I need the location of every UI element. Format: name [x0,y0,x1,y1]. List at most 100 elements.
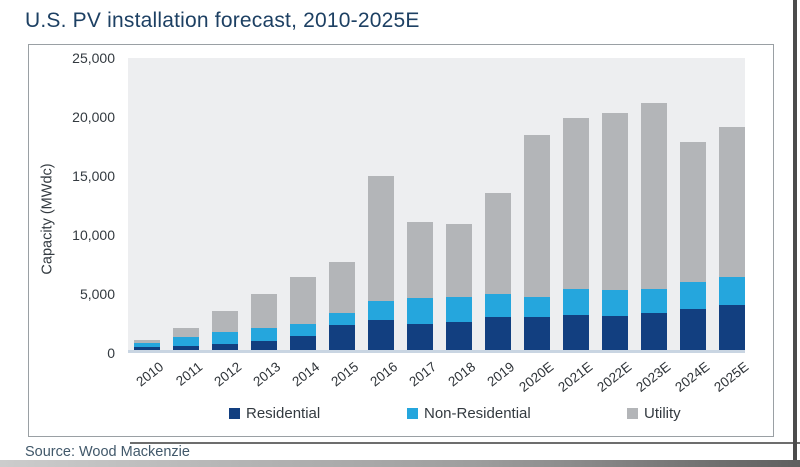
x-tick-label-2025E: 2025E [711,359,752,395]
bar-2022E [602,113,628,350]
bar-2015 [329,262,355,350]
bar-segment-2010-residential [134,347,160,350]
bar-segment-2011-utility [173,327,199,338]
bar-segment-2019-utility [485,192,511,294]
bar-segment-2013-utility [251,293,277,328]
bar-segment-2018-utility [446,223,472,298]
bar-segment-2018-non-residential [446,297,472,322]
bar-segment-2023E-utility [641,102,667,290]
bar-segment-2012-utility [212,310,238,332]
right-edge-border [793,0,797,467]
bar-segment-2015-non-residential [329,312,355,326]
bar-segment-2013-residential [251,340,277,350]
bar-segment-2022E-utility [602,113,628,291]
bar-segment-2020E-non-residential [524,296,550,317]
bar-segment-2025E-non-residential [719,276,745,306]
bar-segment-2017-residential [407,323,433,350]
legend-label: Non-Residential [424,405,531,422]
bar-2011 [173,327,199,350]
legend-swatch-utility [627,408,638,419]
bar-segment-2014-non-residential [290,323,316,336]
x-tick-label-2010: 2010 [133,359,167,390]
bar-segment-2023E-non-residential [641,289,667,314]
x-tick-label-2016: 2016 [367,359,401,390]
y-tick-label: 25,000 [72,50,115,66]
chart-legend: Residential Non-Residential Utility [29,405,775,431]
y-tick-label: 5,000 [79,286,115,302]
legend-item-non-residential: Non-Residential [407,405,531,422]
bar-segment-2021E-residential [563,315,589,350]
bar-segment-2012-residential [212,344,238,350]
bar-segment-2021E-non-residential [563,288,589,316]
x-axis-labels: 2010 2011 2012 2013 2014 2015 2016 2017 2018 2019… [128,356,751,408]
y-tick-label: 15,000 [72,168,115,184]
bar-segment-2014-residential [290,335,316,350]
y-tick-label: 20,000 [72,109,115,125]
bar-segment-2018-residential [446,321,472,350]
y-tick-label: 10,000 [72,227,115,243]
legend-swatch-non-residential [407,408,418,419]
x-tick-label-2024E: 2024E [672,359,713,395]
divider-line [130,442,800,444]
bar-segment-2016-utility [368,175,394,301]
bar-segment-2012-non-residential [212,331,238,345]
bar-2010 [134,340,160,350]
bar-segment-2022E-residential [602,315,628,350]
bar-segment-2025E-utility [719,127,745,277]
bar-segment-2020E-utility [524,135,550,297]
x-tick-label-2012: 2012 [211,359,245,390]
bar-segment-2011-non-residential [173,337,199,347]
bar-segment-2024E-non-residential [680,282,706,309]
bar-segment-2011-residential [173,346,199,350]
bar-2019 [485,192,511,350]
bar-2021E [563,117,589,350]
bar-segment-2025E-residential [719,305,745,350]
bar-segment-2015-residential [329,325,355,350]
x-tick-label-2021E: 2021E [555,359,596,395]
legend-item-utility: Utility [627,405,681,422]
bar-segment-2013-non-residential [251,327,277,341]
bar-segment-2010-utility [134,340,160,344]
bar-2024E [680,142,706,350]
bar-2025E [719,127,745,350]
bar-2017 [407,222,433,350]
x-tick-label-2014: 2014 [289,359,323,390]
plot-area [128,58,745,353]
bar-2020E [524,135,550,350]
chart-container: Capacity (MWdc) 0 5,000 10,000 15,000 20,000… [28,44,774,437]
y-tick-label: 0 [107,345,115,361]
x-tick-label-2018: 2018 [445,359,479,390]
bar-segment-2010-non-residential [134,343,160,348]
bar-segment-2023E-residential [641,313,667,350]
bar-segment-2021E-utility [563,117,589,289]
source-note: Source: Wood Mackenzie [25,444,190,460]
legend-swatch-residential [229,408,240,419]
page-title: U.S. PV installation forecast, 2010-2025… [25,9,420,32]
x-tick-label-2019: 2019 [484,359,518,390]
bar-segment-2014-utility [290,277,316,324]
bar-2012 [212,310,238,350]
bar-segment-2016-residential [368,319,394,350]
bar-segment-2016-non-residential [368,300,394,320]
x-tick-label-2011: 2011 [173,359,206,389]
x-tick-label-2013: 2013 [250,359,284,390]
x-tick-label-2023E: 2023E [633,359,674,395]
bar-2018 [446,223,472,350]
bar-2014 [290,277,316,350]
bar-segment-2015-utility [329,262,355,313]
bar-segment-2017-non-residential [407,298,433,324]
bar-segment-2019-non-residential [485,293,511,317]
x-tick-label-2017: 2017 [406,359,440,390]
x-tick-label-2022E: 2022E [594,359,635,395]
bar-segment-2022E-non-residential [602,290,628,316]
bar-segment-2024E-utility [680,142,706,283]
bottom-edge-border [0,460,800,467]
bar-segment-2019-residential [485,316,511,350]
bar-2023E [641,102,667,350]
x-tick-label-2015: 2015 [328,359,362,390]
bar-2016 [368,175,394,350]
x-tick-label-2020E: 2020E [516,359,557,395]
legend-label: Utility [644,405,681,422]
bar-2013 [251,293,277,350]
legend-label: Residential [246,405,321,422]
